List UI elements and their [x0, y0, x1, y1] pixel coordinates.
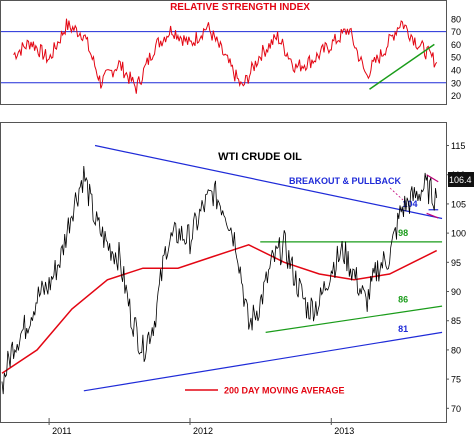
rsi-trendline	[369, 43, 435, 90]
rsi-panel-frame	[0, 0, 447, 105]
legend: 200 DAY MOVING AVERAGE	[185, 386, 345, 396]
rsi-line	[13, 18, 438, 94]
breakout-pullback-label: BREAKOUT & PULLBACK	[289, 176, 401, 186]
rsi-tick-label-70: 70	[451, 27, 461, 37]
breakout-pointer	[389, 187, 404, 201]
price-tick-label-115: 115	[451, 141, 465, 151]
last-price-badge: 106.4	[448, 172, 474, 187]
flag-upper-line	[426, 174, 439, 183]
rsi-tick-label-80: 80	[451, 14, 461, 24]
channel-label-98: 98	[398, 228, 408, 238]
price-tick-label-95: 95	[451, 258, 461, 268]
rsi-title: RELATIVE STRENGTH INDEX	[170, 2, 310, 13]
rsi-tick-label-60: 60	[451, 40, 461, 50]
price-tick-label-75: 75	[451, 375, 461, 385]
channel-line-1	[83, 331, 443, 392]
price-tick-label-100: 100	[451, 229, 466, 239]
price-panel-frame	[0, 122, 447, 423]
channel-label-81: 81	[398, 324, 408, 334]
rsi-tick-label-30: 30	[451, 78, 461, 88]
price-tick-label-105: 105	[451, 199, 466, 209]
price-tick-label-70: 70	[451, 404, 461, 414]
x-tick-label-2012: 2012	[193, 426, 213, 436]
price-tick-label-80: 80	[451, 345, 461, 355]
rsi-tick-label-50: 50	[451, 53, 461, 63]
flag-lower-line	[426, 212, 439, 219]
channel-line-0	[94, 144, 443, 220]
rsi-tick-label-40: 40	[451, 66, 461, 76]
wti-price-line	[1, 165, 438, 395]
price-tick-label-85: 85	[451, 316, 461, 326]
last-price-value: 106.4	[449, 175, 472, 185]
x-tick-label-2013: 2013	[334, 426, 354, 436]
channel-label-86: 86	[398, 295, 408, 305]
ma-200-line	[1, 243, 438, 374]
rsi-y-axis: 20 30 40 50 60 70 80	[451, 14, 461, 101]
price-title: WTI CRUDE OIL	[218, 151, 302, 163]
rsi-reference-lines	[1, 31, 446, 84]
legend-ma-label: 200 DAY MOVING AVERAGE	[224, 386, 345, 396]
channel-line-2	[265, 305, 443, 333]
rsi-tick-label-20: 20	[451, 91, 461, 101]
x-tick-label-2011: 2011	[52, 426, 71, 436]
price-tick-label-90: 90	[451, 287, 461, 297]
x-axis: 2011 2012 2013	[48, 418, 354, 436]
